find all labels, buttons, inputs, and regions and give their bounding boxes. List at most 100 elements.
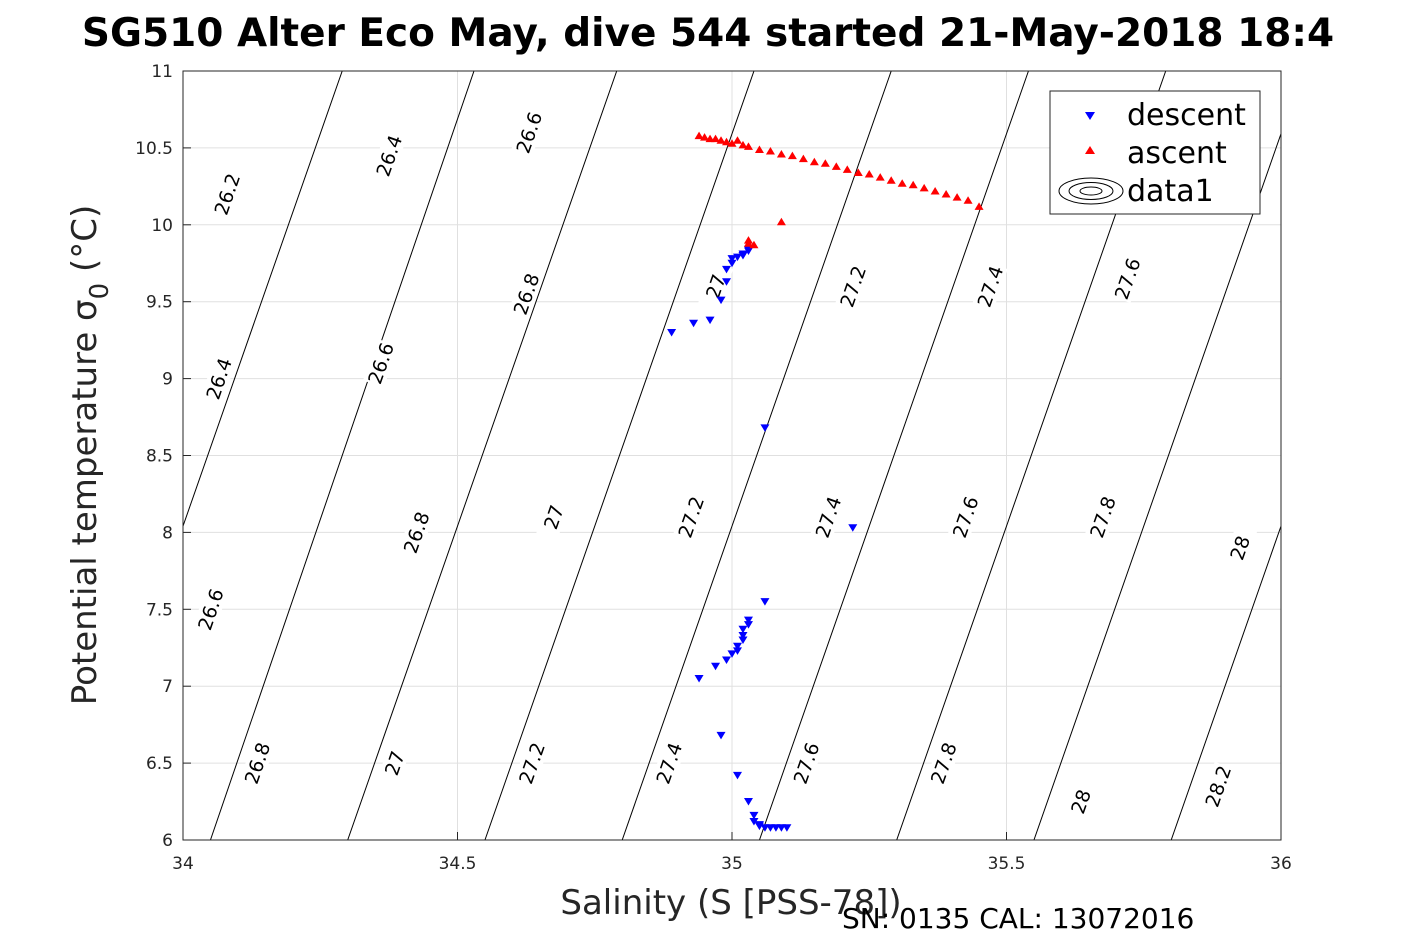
contour-label-background: [1222, 523, 1258, 573]
ascent-point: [743, 142, 753, 150]
descent-point: [749, 811, 759, 820]
contour-label-background: [697, 261, 734, 311]
x-tick-label: 35: [721, 854, 743, 874]
chart-title: SG510 Alter Eco May, dive 544 started 21…: [82, 11, 1334, 56]
legend-box: [1049, 90, 1261, 215]
ascent-point: [787, 151, 797, 160]
descent-point: [732, 642, 742, 651]
descent-point: [716, 296, 726, 305]
y-axis-label-main: Potential temperature σ: [65, 299, 105, 705]
contour-label-background: [925, 738, 962, 788]
ascent-point: [809, 157, 819, 166]
contour-label-background: [535, 492, 572, 542]
ascent-point: [974, 202, 984, 210]
legend-data1-label: data1: [1127, 174, 1214, 209]
ascent-point: [820, 159, 830, 167]
density-contour-line: [484, 71, 755, 840]
ascent-point: [754, 145, 764, 153]
contour-label-background: [972, 261, 1008, 311]
descent-point: [727, 650, 737, 658]
x-tick-label: 34: [172, 854, 194, 874]
contour-label-background: [201, 354, 237, 403]
ascent-point: [919, 183, 929, 192]
descent-point: [727, 259, 737, 268]
descent-point: [848, 524, 858, 532]
ascent-point: [732, 136, 742, 144]
y-tick-label: 8.5: [146, 447, 173, 467]
contour-label-background: [209, 169, 245, 219]
ascent-point: [842, 165, 852, 173]
y-tick-label: 10: [151, 216, 173, 236]
ascent-point: [776, 150, 786, 158]
contour-label-background: [1109, 254, 1145, 304]
contour-label-background: [1062, 777, 1099, 826]
x-axis-label: Salinity (S [PSS-78]): [560, 883, 901, 923]
density-contour-line: [209, 71, 475, 840]
data-points: [667, 131, 984, 832]
descent-point: [732, 253, 742, 262]
y-axis-label: Potential temperature σ0 (°C): [65, 205, 115, 705]
descent-point: [732, 647, 742, 655]
contour-label-background: [788, 738, 824, 788]
serial-calibration-note: SN: 0135 CAL: 13072016: [842, 902, 1194, 935]
density-contour-line: [347, 71, 618, 840]
y-tick-label: 7.5: [146, 600, 173, 620]
ascent-point: [831, 162, 841, 170]
contour-label-background: [192, 584, 228, 634]
y-tick-label: 6: [162, 831, 173, 851]
contour-label-background: [513, 738, 550, 788]
ascent-point: [941, 190, 951, 198]
contour-label-background: [1200, 761, 1236, 811]
ascent-point: [908, 180, 918, 189]
descent-point: [732, 771, 742, 780]
ascent-point: [963, 196, 973, 204]
descent-point: [749, 818, 759, 826]
descent-point: [738, 250, 748, 259]
descent-point: [722, 278, 732, 286]
axes: 34 34.5 35 35.5 36 6 6.5 7 7.5 8 8.5 9 9.5 10 10.5 11: [135, 62, 1292, 874]
contour-label-background: [1084, 492, 1121, 542]
legend: descent ascent data1: [1049, 90, 1261, 215]
descent-point: [743, 798, 753, 806]
ascent-point: [952, 193, 962, 201]
contour-label-background: [371, 131, 407, 180]
ascent-point: [776, 217, 786, 226]
density-contour-line: [621, 71, 892, 840]
descent-point: [711, 662, 721, 671]
contour-label-background: [835, 261, 871, 311]
y-tick-label: 9: [162, 370, 173, 390]
descent-point: [743, 621, 753, 629]
descent-point: [667, 328, 677, 337]
x-tick-label: 35.5: [988, 854, 1026, 874]
density-contour-line: [1308, 71, 1417, 840]
legend-descent-label: descent: [1127, 98, 1246, 133]
contour-label-background: [651, 738, 687, 788]
descent-point: [760, 598, 770, 606]
y-tick-label: 6.5: [146, 754, 173, 774]
ascent-point: [738, 140, 748, 149]
legend-contour-icon: [1058, 177, 1124, 205]
ascent-point: [711, 134, 721, 143]
ascent-point: [700, 133, 710, 141]
y-tick-label: 7: [162, 677, 173, 697]
descent-point: [694, 675, 704, 683]
y-axis-label-subscript: 0: [85, 283, 115, 300]
descent-point: [760, 424, 770, 432]
ascent-point: [716, 136, 726, 144]
contour-label-background: [376, 738, 413, 788]
y-tick-label: 8: [162, 523, 173, 543]
contour-label-background: [947, 492, 983, 542]
contour-label-background: [673, 492, 709, 542]
legend-ascent-marker: [1085, 146, 1095, 154]
y-tick-label: 9.5: [146, 293, 173, 313]
legend-descent-marker: [1085, 112, 1095, 120]
descent-point: [722, 265, 732, 274]
ascent-point: [765, 146, 775, 155]
descent-point: [716, 731, 726, 740]
contour-label-background: [398, 508, 434, 557]
contour-label-background: [508, 269, 544, 319]
density-contour-line: [758, 71, 1029, 840]
density-contour-line: [183, 71, 343, 528]
ascent-point: [853, 168, 863, 177]
